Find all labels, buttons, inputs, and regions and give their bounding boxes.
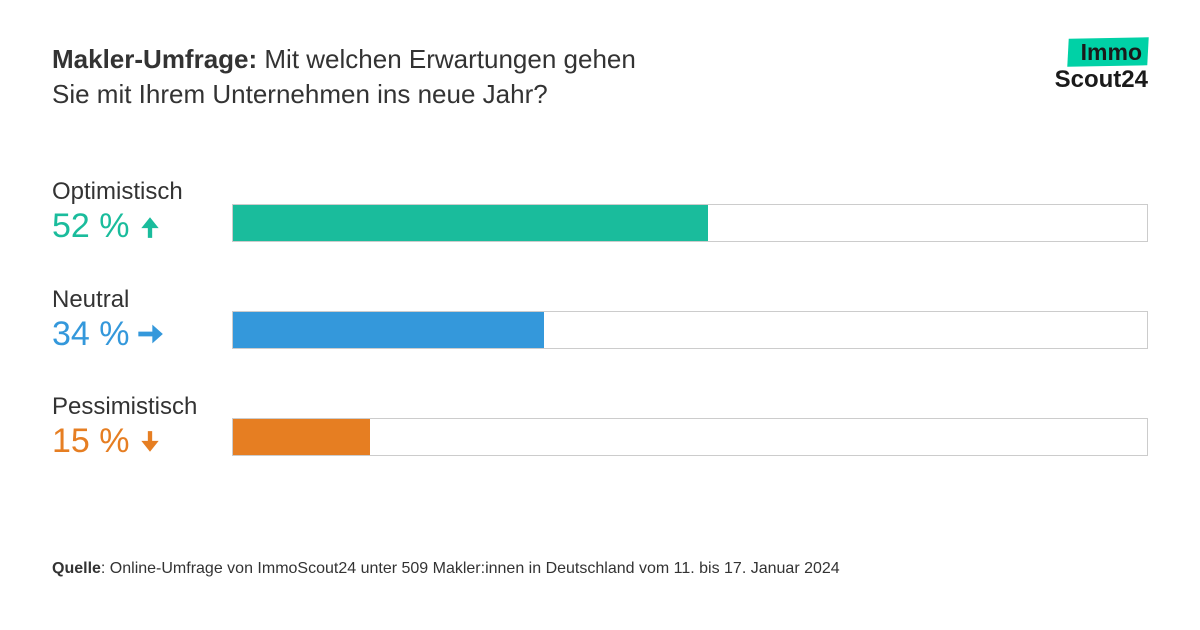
arrow-down-icon	[136, 428, 164, 456]
bar-fill	[233, 419, 370, 455]
bar-label: Optimistisch	[52, 178, 232, 206]
bar-row-meta: Optimistisch 52 %	[52, 178, 232, 245]
logo-immoscout24: Immo Scout24	[998, 36, 1148, 96]
bar-row-pessimistisch: Pessimistisch 15 %	[52, 393, 1148, 460]
bar-track	[232, 311, 1148, 349]
bar-value-line: 52 %	[52, 208, 232, 245]
title-bold-part: Makler-Umfrage:	[52, 44, 257, 74]
bar-fill	[233, 312, 544, 348]
title-block: Makler-Umfrage: Mit welchen Erwartungen …	[52, 42, 998, 112]
bar-fill	[233, 205, 708, 241]
source-line: Quelle: Online-Umfrage von ImmoScout24 u…	[52, 560, 840, 578]
bar-label: Pessimistisch	[52, 393, 232, 421]
bar-chart: Optimistisch 52 % Neutral 34 %	[52, 178, 1148, 460]
logo-text-scout24: Scout24	[1055, 66, 1148, 94]
bar-track	[232, 204, 1148, 242]
bar-value: 52 %	[52, 208, 130, 245]
logo-text-immo: Immo	[1081, 39, 1142, 66]
infographic-container: Makler-Umfrage: Mit welchen Erwartungen …	[0, 0, 1200, 630]
source-label: Quelle	[52, 560, 101, 577]
bar-label: Neutral	[52, 286, 232, 314]
chart-title: Makler-Umfrage: Mit welchen Erwartungen …	[52, 42, 998, 112]
arrow-right-icon	[136, 320, 164, 348]
bar-track	[232, 418, 1148, 456]
bar-value-line: 15 %	[52, 423, 232, 460]
bar-row-optimistisch: Optimistisch 52 %	[52, 178, 1148, 245]
arrow-up-icon	[136, 213, 164, 241]
bar-row-meta: Neutral 34 %	[52, 286, 232, 353]
bar-value-line: 34 %	[52, 316, 232, 353]
bar-value: 15 %	[52, 423, 130, 460]
bar-row-meta: Pessimistisch 15 %	[52, 393, 232, 460]
bar-value: 34 %	[52, 316, 130, 353]
bar-row-neutral: Neutral 34 %	[52, 286, 1148, 353]
header-row: Makler-Umfrage: Mit welchen Erwartungen …	[52, 42, 1148, 112]
title-line2: Sie mit Ihrem Unternehmen ins neue Jahr?	[52, 79, 548, 109]
title-rest-line1: Mit welchen Erwartungen gehen	[257, 44, 636, 74]
source-text: : Online-Umfrage von ImmoScout24 unter 5…	[101, 560, 840, 577]
